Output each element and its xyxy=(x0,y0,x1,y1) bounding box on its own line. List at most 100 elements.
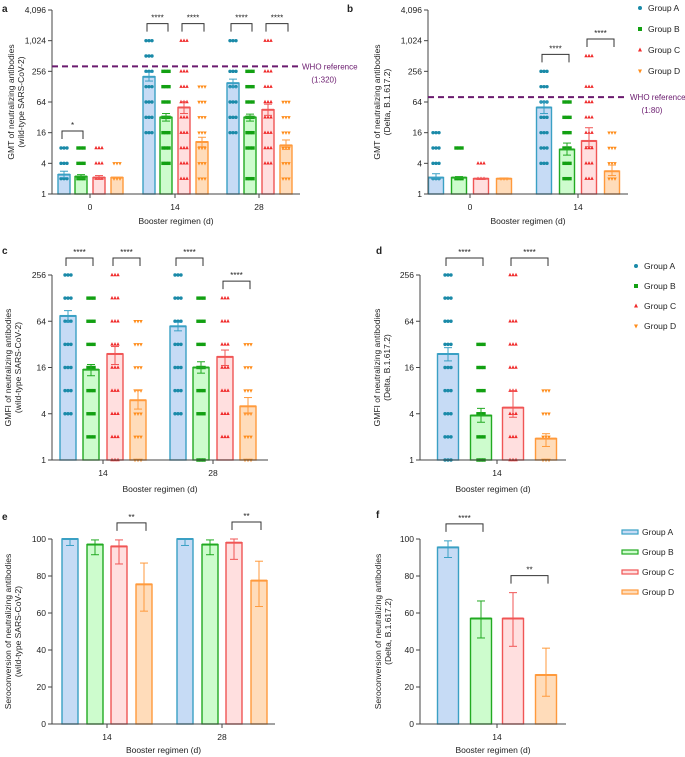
legend-item: Group A xyxy=(621,527,674,537)
data-point xyxy=(562,130,566,135)
data-point xyxy=(182,115,186,119)
data-point xyxy=(638,27,642,31)
data-point xyxy=(547,412,551,416)
data-point xyxy=(263,84,267,88)
data-point xyxy=(476,388,480,393)
data-point xyxy=(150,54,154,58)
data-point xyxy=(443,365,447,370)
data-point xyxy=(228,100,232,104)
data-point xyxy=(197,162,201,166)
legend-label: Group C xyxy=(644,301,676,311)
data-point xyxy=(185,130,189,134)
data-point xyxy=(202,412,206,416)
significance-bracket xyxy=(510,575,549,584)
data-point xyxy=(226,434,230,439)
data-point xyxy=(203,131,207,135)
data-point xyxy=(223,295,227,300)
data-point xyxy=(245,84,249,89)
data-point xyxy=(69,412,73,416)
data-point xyxy=(113,434,117,439)
data-point xyxy=(182,69,186,73)
data-point xyxy=(634,264,638,268)
y-tick-label: 1 xyxy=(409,455,414,465)
panel-letter: b xyxy=(347,4,353,15)
data-point xyxy=(173,296,177,300)
data-point xyxy=(69,296,73,300)
data-point xyxy=(508,434,512,439)
data-point xyxy=(69,273,73,277)
x-axis-label: Booster regimen (d) xyxy=(138,216,213,226)
legend-label: Group A xyxy=(648,3,680,13)
data-point xyxy=(203,177,207,181)
y-tick-label: 64 xyxy=(413,97,423,107)
data-point xyxy=(443,412,447,416)
data-point xyxy=(136,435,140,440)
data-point xyxy=(434,146,438,150)
data-point xyxy=(116,342,120,346)
data-point xyxy=(514,319,518,323)
legend-item: Group D xyxy=(621,587,674,597)
data-point xyxy=(443,342,447,347)
bar xyxy=(159,116,173,195)
data-point xyxy=(110,434,114,439)
data-point xyxy=(431,146,435,150)
legend-item: Group D xyxy=(634,321,676,331)
legend-label: Group A xyxy=(644,261,676,271)
data-point xyxy=(139,435,143,440)
data-point xyxy=(565,115,569,120)
significance-bracket xyxy=(181,23,205,32)
legend-item: Group B xyxy=(638,24,680,34)
data-point xyxy=(89,342,93,347)
data-point xyxy=(167,100,171,104)
data-point xyxy=(476,342,480,347)
significance-label: **** xyxy=(73,248,85,257)
y-tick-label: 64 xyxy=(405,316,415,326)
data-point xyxy=(446,365,450,370)
data-point xyxy=(228,69,232,74)
data-point xyxy=(185,145,189,150)
data-point xyxy=(161,84,165,89)
data-point xyxy=(476,365,480,370)
data-point xyxy=(562,146,566,150)
data-point xyxy=(234,69,238,74)
data-point xyxy=(147,100,151,104)
data-point xyxy=(443,319,447,323)
bar xyxy=(279,144,293,195)
bar xyxy=(472,177,490,195)
data-point xyxy=(539,146,543,150)
data-point xyxy=(185,176,189,180)
data-point xyxy=(246,435,250,440)
data-point xyxy=(136,343,140,347)
data-point xyxy=(457,146,461,150)
data-point xyxy=(508,272,512,277)
data-point xyxy=(164,100,168,104)
data-point xyxy=(446,273,450,277)
data-point xyxy=(508,319,512,323)
data-point xyxy=(167,146,171,150)
data-point xyxy=(269,161,273,165)
data-point xyxy=(431,161,435,166)
significance-bracket xyxy=(586,38,615,47)
bar xyxy=(436,546,460,725)
data-point xyxy=(228,38,232,43)
data-point xyxy=(449,319,453,323)
data-point xyxy=(115,162,119,166)
data-point xyxy=(69,365,73,370)
data-point xyxy=(179,69,183,73)
data-point xyxy=(147,54,151,58)
y-tick-label: 64 xyxy=(37,97,47,107)
data-point xyxy=(203,100,207,105)
significance-bracket xyxy=(65,257,94,266)
data-point xyxy=(226,411,230,415)
data-point xyxy=(476,412,480,416)
reference-sublabel: (1:320) xyxy=(311,75,337,84)
data-point xyxy=(613,177,617,181)
data-point xyxy=(133,366,137,370)
data-point xyxy=(590,145,594,150)
data-point xyxy=(164,161,168,166)
data-point xyxy=(246,343,250,347)
data-point xyxy=(150,100,154,104)
significance-label: **** xyxy=(271,14,283,23)
data-point xyxy=(562,176,566,181)
data-point xyxy=(150,115,154,120)
